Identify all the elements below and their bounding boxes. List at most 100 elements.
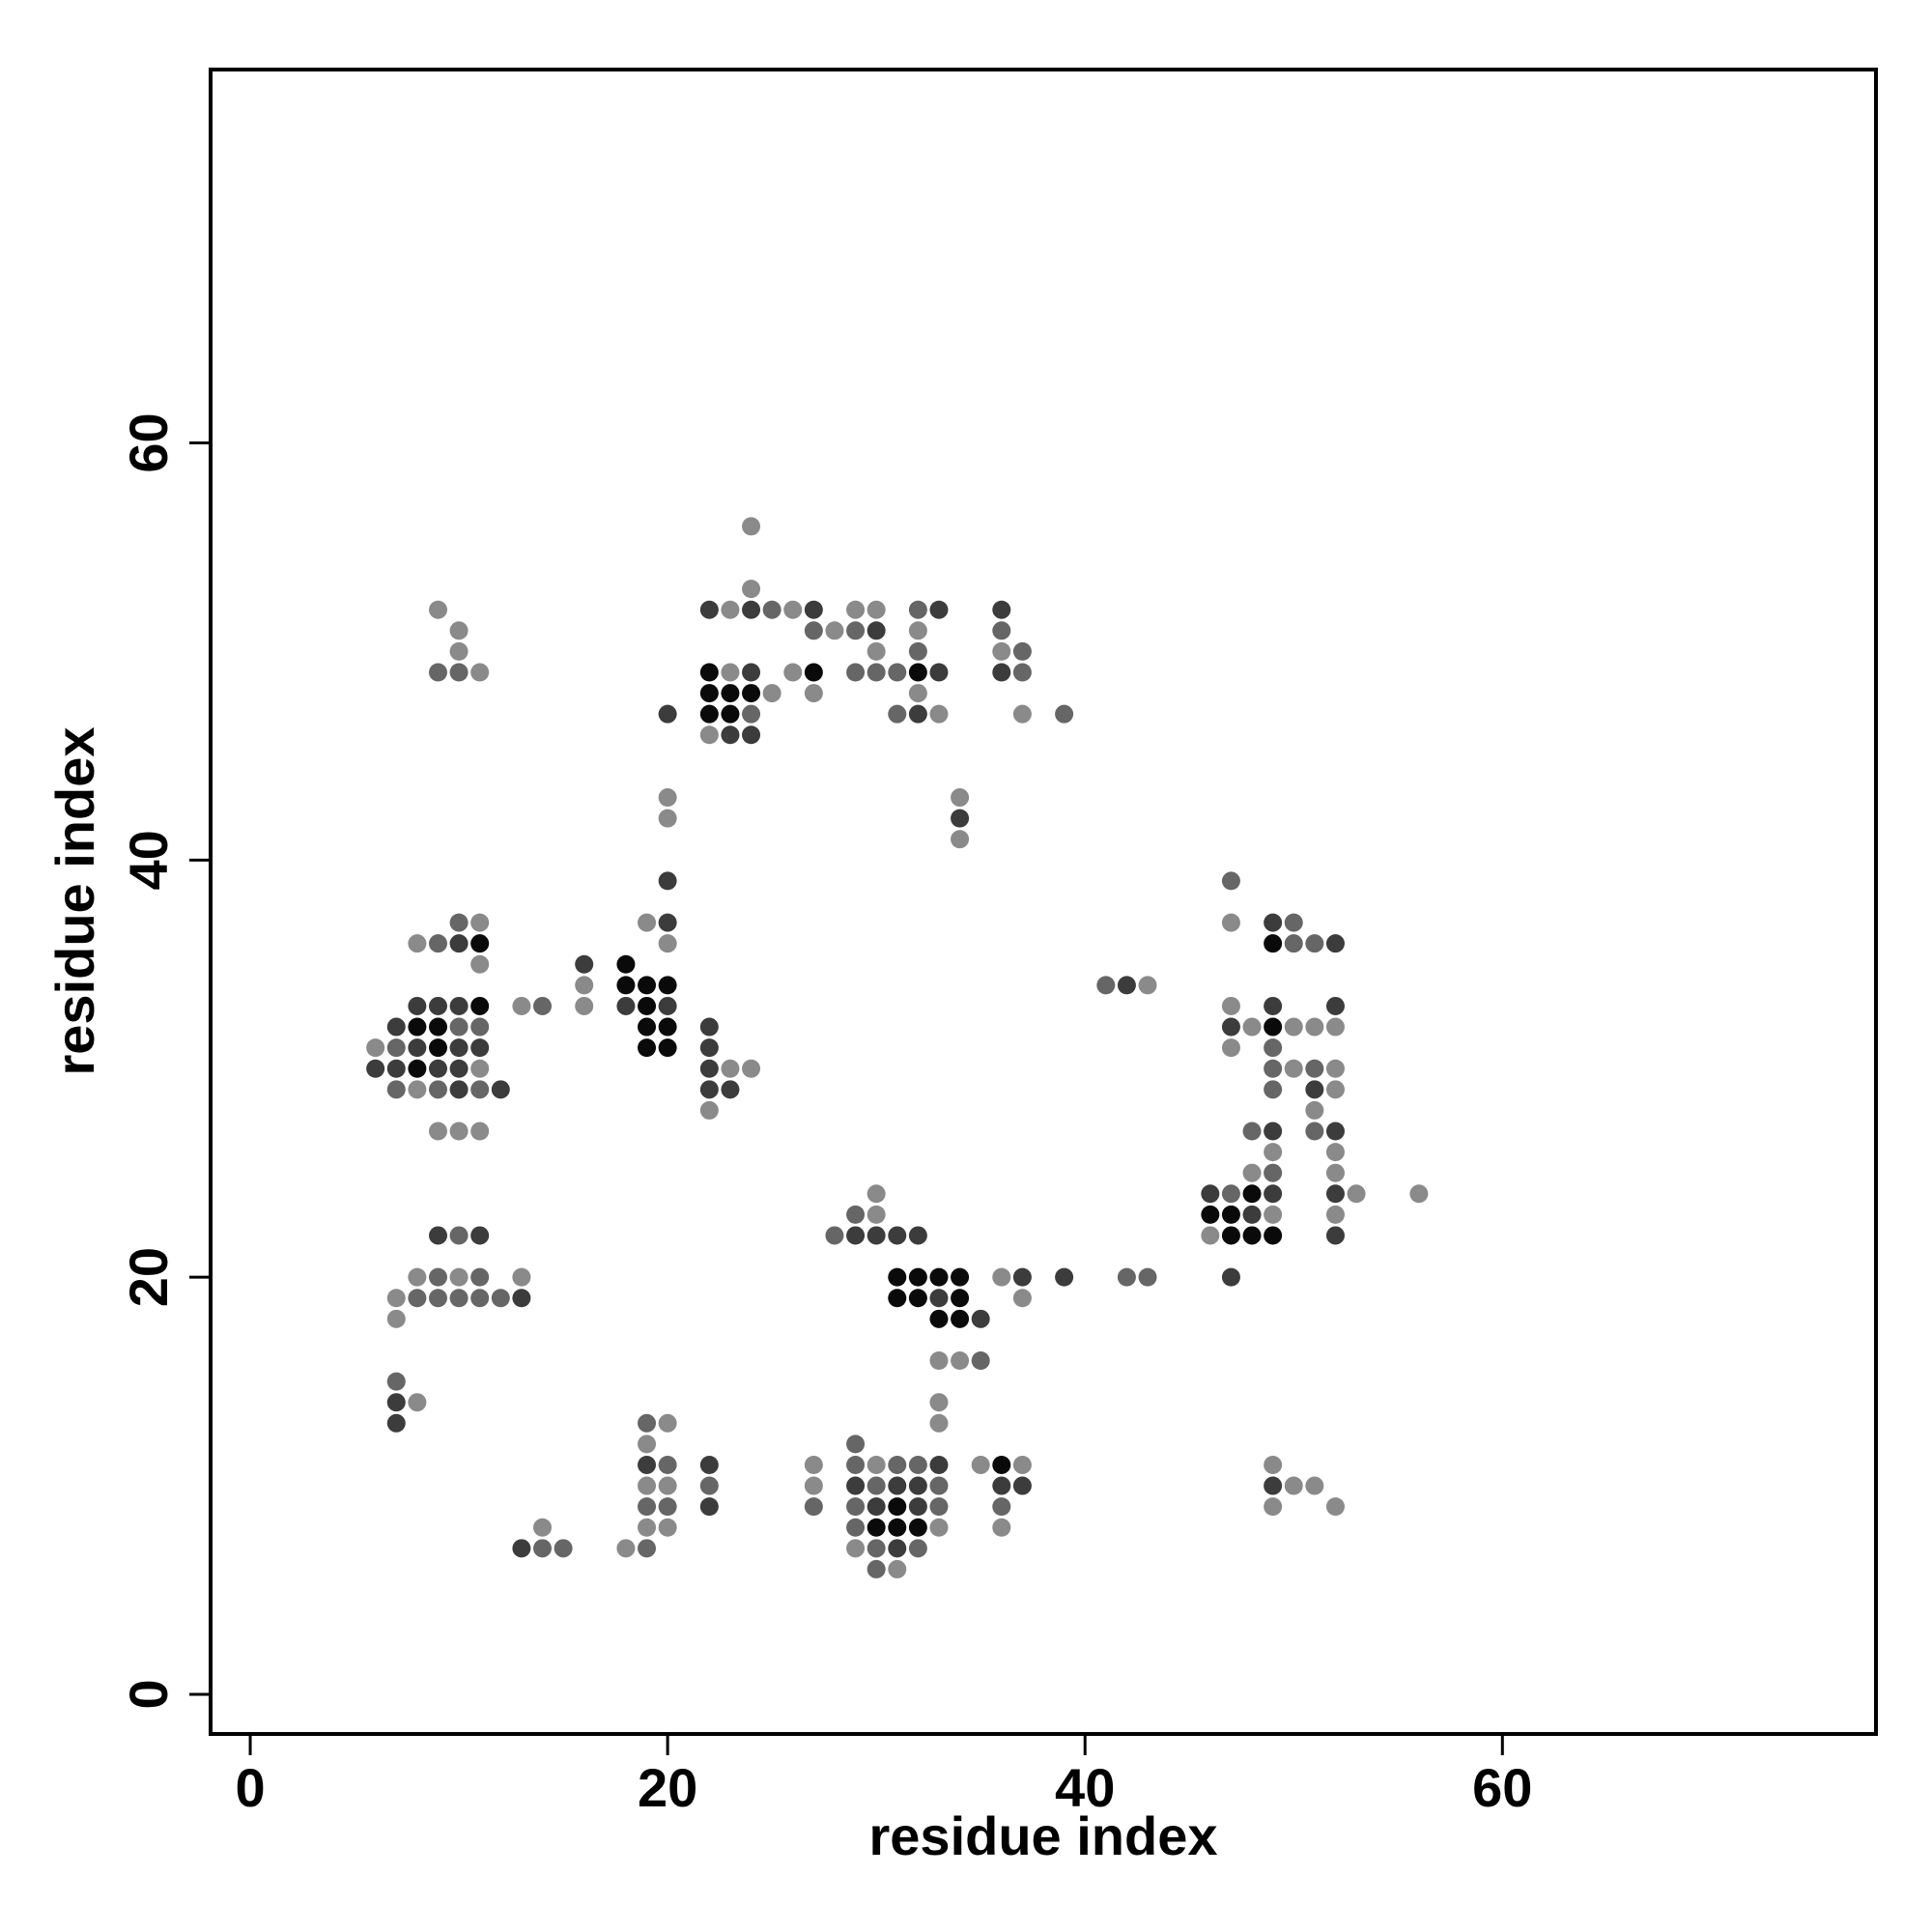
point [1264,1476,1283,1495]
point [428,1017,447,1037]
point [428,1226,447,1245]
point [929,663,949,682]
point [470,663,490,682]
point [992,600,1011,619]
point [408,1017,427,1037]
point [888,1226,907,1245]
point [1221,1267,1240,1287]
point [1264,1017,1283,1037]
point [449,1267,469,1287]
point [1221,1184,1240,1204]
point [867,1497,886,1517]
point [408,934,427,953]
point [1221,1205,1240,1224]
point [428,1122,447,1141]
point [1264,1143,1283,1162]
point [408,1289,427,1308]
x-tick-label: 0 [235,1757,265,1818]
point [929,1351,949,1371]
point [491,1289,510,1308]
point [386,1372,406,1391]
point [992,1455,1011,1474]
point [742,1059,761,1078]
point [449,1289,469,1308]
point [1325,934,1345,953]
point [449,1059,469,1078]
point [929,1289,949,1308]
point [888,1497,907,1517]
point [638,1413,657,1433]
point [449,1017,469,1037]
point [638,1038,657,1058]
y-tick-label: 40 [118,830,179,890]
point [408,1267,427,1287]
point [428,1059,447,1078]
point [699,663,719,682]
point [428,663,447,682]
point [1264,1059,1283,1078]
point [804,1455,823,1474]
point [428,1267,447,1287]
point [846,1497,866,1517]
point [804,1497,823,1517]
point [1012,663,1032,682]
point [449,663,469,682]
point [951,1351,970,1371]
point [1325,1497,1345,1517]
point [804,600,823,619]
point [888,1455,907,1474]
point [638,1539,657,1558]
point [658,1455,677,1474]
point [804,663,823,682]
point [742,725,761,745]
point [867,600,886,619]
point [658,809,677,828]
point [867,1476,886,1495]
point [1221,996,1240,1015]
point [825,1226,844,1245]
point [408,1080,427,1099]
point [1284,1059,1303,1078]
point [762,600,781,619]
point [658,788,677,808]
point [888,1539,907,1558]
point [1012,1267,1032,1287]
point [366,1038,385,1058]
point [658,934,677,953]
point [929,1518,949,1537]
point [1012,704,1032,724]
point [470,1122,490,1141]
point [908,1476,927,1495]
point [699,684,719,703]
point [638,913,657,932]
point [638,1518,657,1537]
point [867,1455,886,1474]
point [1284,1476,1303,1495]
x-tick-label: 20 [638,1757,697,1818]
point [846,600,866,619]
point [1264,1226,1283,1245]
point [1305,1100,1324,1120]
point [658,976,677,995]
point [908,641,927,661]
point [1305,1476,1324,1495]
point [638,1017,657,1037]
point [929,600,949,619]
point [449,996,469,1015]
point [449,934,469,953]
point [1138,1267,1157,1287]
point [386,1059,406,1078]
point [1264,1184,1283,1204]
point [929,1413,949,1433]
point [1305,1059,1324,1078]
point [1347,1184,1366,1204]
point [1201,1205,1220,1224]
point [742,663,761,682]
point [888,1559,907,1578]
point [951,1267,970,1287]
point [616,1539,636,1558]
point [658,1518,677,1537]
point [658,1497,677,1517]
point [1325,1205,1345,1224]
point [470,1267,490,1287]
